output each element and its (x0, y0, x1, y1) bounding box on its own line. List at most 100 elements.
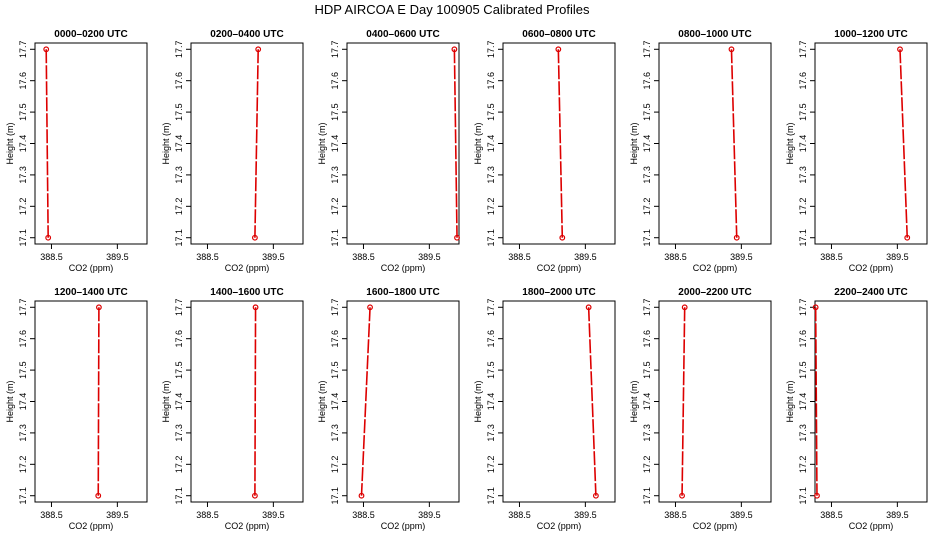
panel: 0200–0400 UTC 388.5 389.5 17.1 17.2 17.3 17.4 1… (161, 29, 304, 273)
panel: 1200–1400 UTC 388.5 389.5 17.1 17.2 17.3 17.4 1… (5, 287, 148, 531)
y-tick-label: 17.7 (486, 41, 496, 59)
x-tick-label: 389.5 (730, 510, 753, 520)
y-tick-label: 17.6 (330, 72, 340, 90)
data-point (367, 304, 373, 311)
data-point (255, 46, 262, 53)
panel-title: 0400–0600 UTC (366, 29, 439, 40)
x-tick-label: 388.5 (196, 510, 219, 520)
y-tick-label: 17.4 (330, 135, 340, 153)
y-axis-label: Height (m) (629, 380, 639, 422)
y-tick-label: 17.2 (642, 456, 652, 474)
y-axis-label: Height (m) (473, 380, 483, 422)
profile-line (730, 49, 738, 238)
data-point (679, 492, 685, 499)
y-tick-label: 17.2 (18, 456, 28, 474)
plot-frame (34, 42, 148, 245)
y-tick-label: 17.5 (330, 103, 340, 121)
x-tick-label: 388.5 (196, 252, 219, 262)
y-tick-label: 17.2 (642, 198, 652, 216)
x-axis-label: CO2 (ppm) (849, 521, 894, 531)
panel: 0600–0800 UTC 388.5 389.5 17.1 17.2 17.3 17.4 1… (473, 29, 616, 273)
y-tick-label: 17.5 (486, 361, 496, 379)
data-point (451, 46, 458, 53)
x-tick-label: 388.5 (664, 252, 687, 262)
y-tick-label: 17.3 (486, 166, 496, 184)
y-tick-label: 17.3 (642, 166, 652, 184)
y-axis-label: Height (m) (317, 380, 327, 422)
y-tick-label: 17.2 (330, 456, 340, 474)
y-tick-label: 17.5 (330, 361, 340, 379)
y-axis-label: Height (m) (317, 122, 327, 164)
y-tick-label: 17.3 (174, 424, 184, 442)
x-tick-label: 389.5 (574, 252, 597, 262)
x-tick-label: 389.5 (418, 510, 441, 520)
profile-line (814, 307, 818, 496)
y-tick-label: 17.3 (330, 166, 340, 184)
profile-line (681, 307, 686, 496)
x-axis-label: CO2 (ppm) (381, 521, 426, 531)
plot-frame (814, 42, 928, 245)
y-tick-label: 17.5 (174, 103, 184, 121)
y-axis-label: Height (m) (5, 380, 15, 422)
data-point (95, 492, 102, 499)
y-axis-label: Height (m) (785, 122, 795, 164)
plot-frame (658, 300, 772, 503)
x-tick-label: 389.5 (886, 252, 909, 262)
x-axis-label: CO2 (ppm) (849, 263, 894, 273)
panel: 0800–1000 UTC 388.5 389.5 17.1 17.2 17.3 17.4 1… (629, 29, 772, 273)
y-tick-label: 17.1 (798, 229, 808, 247)
y-tick-label: 17.5 (486, 103, 496, 121)
y-tick-label: 17.4 (486, 135, 496, 153)
x-axis-label: CO2 (ppm) (537, 263, 582, 273)
panel: 0000–0200 UTC 388.5 389.5 17.1 17.2 17.3 17.4 1… (5, 29, 148, 273)
data-point (555, 46, 562, 53)
y-tick-label: 17.5 (174, 361, 184, 379)
y-tick-label: 17.6 (174, 330, 184, 348)
y-tick-label: 17.6 (642, 330, 652, 348)
data-point (812, 304, 819, 311)
data-point (454, 234, 460, 241)
y-tick-label: 17.7 (642, 299, 652, 317)
x-tick-label: 389.5 (106, 252, 129, 262)
x-axis-label: CO2 (ppm) (537, 521, 582, 531)
y-tick-label: 17.7 (486, 299, 496, 317)
y-tick-label: 17.1 (486, 229, 496, 247)
y-tick-label: 17.6 (642, 72, 652, 90)
y-tick-label: 17.4 (174, 135, 184, 153)
y-tick-label: 17.6 (798, 72, 808, 90)
x-axis-label: CO2 (ppm) (381, 263, 426, 273)
y-tick-label: 17.2 (18, 198, 28, 216)
y-tick-label: 17.7 (174, 41, 184, 59)
x-tick-label: 389.5 (262, 252, 285, 262)
y-tick-label: 17.7 (174, 299, 184, 317)
y-tick-label: 17.1 (18, 487, 28, 505)
y-tick-label: 17.5 (18, 361, 28, 379)
y-tick-label: 17.2 (330, 198, 340, 216)
x-tick-label: 388.5 (40, 510, 63, 520)
x-axis-label: CO2 (ppm) (69, 521, 114, 531)
y-tick-label: 17.3 (18, 166, 28, 184)
x-tick-label: 389.5 (730, 252, 753, 262)
panel-title: 2200–2400 UTC (834, 287, 907, 298)
x-tick-label: 388.5 (352, 252, 375, 262)
y-tick-label: 17.1 (642, 487, 652, 505)
data-point (559, 234, 566, 241)
y-tick-label: 17.2 (486, 198, 496, 216)
panel-title: 1400–1600 UTC (210, 287, 283, 298)
y-tick-label: 17.7 (18, 299, 28, 317)
x-axis-label: CO2 (ppm) (693, 263, 738, 273)
profile-line (453, 49, 458, 238)
figure-title: HDP AIRCOA E Day 100905 Calibrated Profi… (314, 2, 590, 17)
x-axis-label: CO2 (ppm) (69, 263, 114, 273)
data-point (897, 46, 903, 53)
y-tick-label: 17.7 (798, 41, 808, 59)
panel-title: 1200–1400 UTC (54, 287, 127, 298)
profile-line (45, 49, 49, 238)
y-tick-label: 17.4 (486, 393, 496, 411)
y-tick-label: 17.5 (642, 103, 652, 121)
y-tick-label: 17.6 (486, 72, 496, 90)
y-tick-label: 17.4 (642, 135, 652, 153)
panel-title: 1000–1200 UTC (834, 29, 907, 40)
y-tick-label: 17.2 (174, 456, 184, 474)
